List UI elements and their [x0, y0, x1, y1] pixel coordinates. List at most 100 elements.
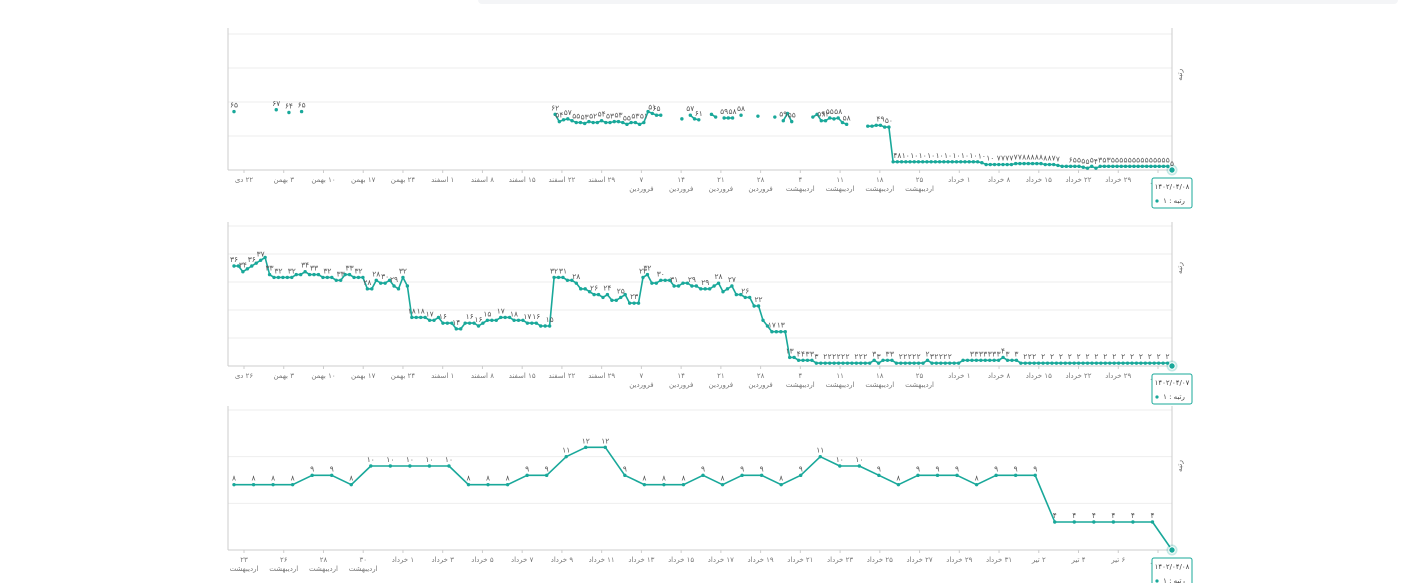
data-label: ۳	[974, 349, 978, 358]
data-label: ۹	[994, 464, 998, 473]
data-label: ۵	[1124, 155, 1128, 164]
data-point	[614, 298, 619, 302]
data-label: ۶۴	[285, 101, 293, 110]
data-label: ۷	[1014, 153, 1018, 162]
data-point	[904, 160, 908, 164]
data-label: ۳۶	[248, 255, 256, 264]
data-point	[725, 287, 730, 291]
data-label: ۴۹	[876, 114, 884, 123]
x-tick-label: ۶ تیر	[1110, 556, 1125, 564]
x-tick-label: ۱۴ فروردین	[669, 176, 693, 193]
x-tick-label: ۲۹ خرداد	[946, 556, 972, 564]
data-label: ۴	[1072, 511, 1076, 520]
data-point	[899, 160, 904, 164]
data-label: ۵۱	[648, 102, 656, 111]
data-point	[379, 281, 383, 285]
data-point	[662, 482, 666, 487]
data-point	[759, 473, 764, 478]
data-point	[667, 278, 672, 282]
data-point	[1054, 361, 1059, 365]
data-point	[281, 275, 285, 280]
data-label: ۸	[1047, 154, 1051, 163]
x-tick-label: ۱ اسفند	[431, 372, 454, 380]
data-point	[863, 361, 867, 365]
data-point	[637, 122, 642, 127]
data-point	[942, 160, 946, 164]
data-point	[908, 361, 912, 365]
x-tick-label: ۱۵ خرداد	[668, 556, 694, 564]
data-point	[272, 275, 276, 280]
data-point	[1032, 361, 1036, 365]
data-label: ۲	[925, 349, 929, 358]
data-label: ۶۲	[822, 110, 830, 119]
data-point	[859, 361, 863, 365]
data-point	[916, 473, 920, 478]
data-label: ۴	[1150, 511, 1154, 520]
data-point	[258, 258, 263, 262]
data-point	[616, 119, 621, 124]
data-label: ۳	[1014, 349, 1018, 358]
data-label: ۹	[760, 464, 764, 473]
data-label: ۸	[1022, 153, 1026, 162]
data-label: ۲	[1041, 352, 1045, 361]
data-point	[574, 120, 578, 125]
data-label: ۲	[1166, 352, 1170, 361]
tooltip-date: ۱۴۰۲/۰۴/۰۸	[1155, 183, 1190, 191]
data-label: ۲	[1077, 352, 1081, 361]
data-point	[961, 358, 965, 362]
data-point	[1149, 164, 1153, 169]
data-label: ۵۱	[640, 112, 648, 121]
data-label: ۳	[814, 352, 818, 361]
x-tick-label: ۹ خرداد	[551, 556, 574, 564]
data-point	[294, 272, 298, 277]
data-point	[287, 110, 291, 115]
data-point	[1094, 361, 1099, 365]
data-point	[1134, 361, 1139, 365]
data-point	[971, 160, 976, 164]
x-tick-label: ۳۱ خرداد	[986, 556, 1012, 564]
data-point	[925, 160, 929, 164]
data-label: ۸	[1026, 153, 1030, 162]
y-axis-label: رتبه	[1175, 262, 1184, 274]
data-point	[832, 117, 836, 121]
data-point	[290, 275, 294, 280]
x-tick-label: ۸ اسفند	[471, 176, 494, 184]
data-point	[347, 272, 352, 277]
data-label: ۸	[252, 474, 256, 483]
data-point	[954, 160, 959, 164]
data-point	[676, 284, 681, 288]
data-point	[392, 284, 396, 288]
data-label: ۱۰	[836, 455, 844, 464]
data-point	[720, 482, 725, 487]
data-label: ۳	[979, 349, 983, 358]
data-point	[881, 358, 885, 362]
data-label: ۵۵	[623, 113, 631, 122]
data-point	[303, 270, 307, 274]
data-point	[1028, 361, 1032, 365]
data-point	[801, 358, 805, 362]
data-label: ۸	[1043, 154, 1047, 163]
data-point	[1014, 358, 1019, 362]
data-label: ۳۱	[670, 275, 678, 284]
data-point	[427, 318, 432, 322]
data-label: ۳۰	[381, 272, 389, 281]
data-point	[726, 116, 731, 120]
x-tick-label: ۳ خرداد	[432, 556, 455, 564]
data-point	[591, 120, 595, 125]
data-point	[316, 272, 321, 277]
data-label: ۲۵	[617, 286, 625, 295]
x-tick-label: ۱۸ اردیبهشت	[865, 176, 894, 193]
data-label: ۲	[903, 352, 907, 361]
data-label: ۳۲	[399, 266, 407, 275]
x-tick-label: ۲۸ فروردین	[748, 372, 772, 389]
data-point	[621, 120, 625, 125]
data-point	[1152, 361, 1156, 365]
data-point	[891, 160, 895, 164]
data-point	[979, 358, 983, 362]
data-point	[587, 119, 591, 124]
data-point	[383, 281, 387, 285]
data-point	[895, 160, 900, 164]
data-point	[450, 321, 454, 325]
data-point	[267, 272, 272, 277]
data-point	[525, 473, 529, 478]
